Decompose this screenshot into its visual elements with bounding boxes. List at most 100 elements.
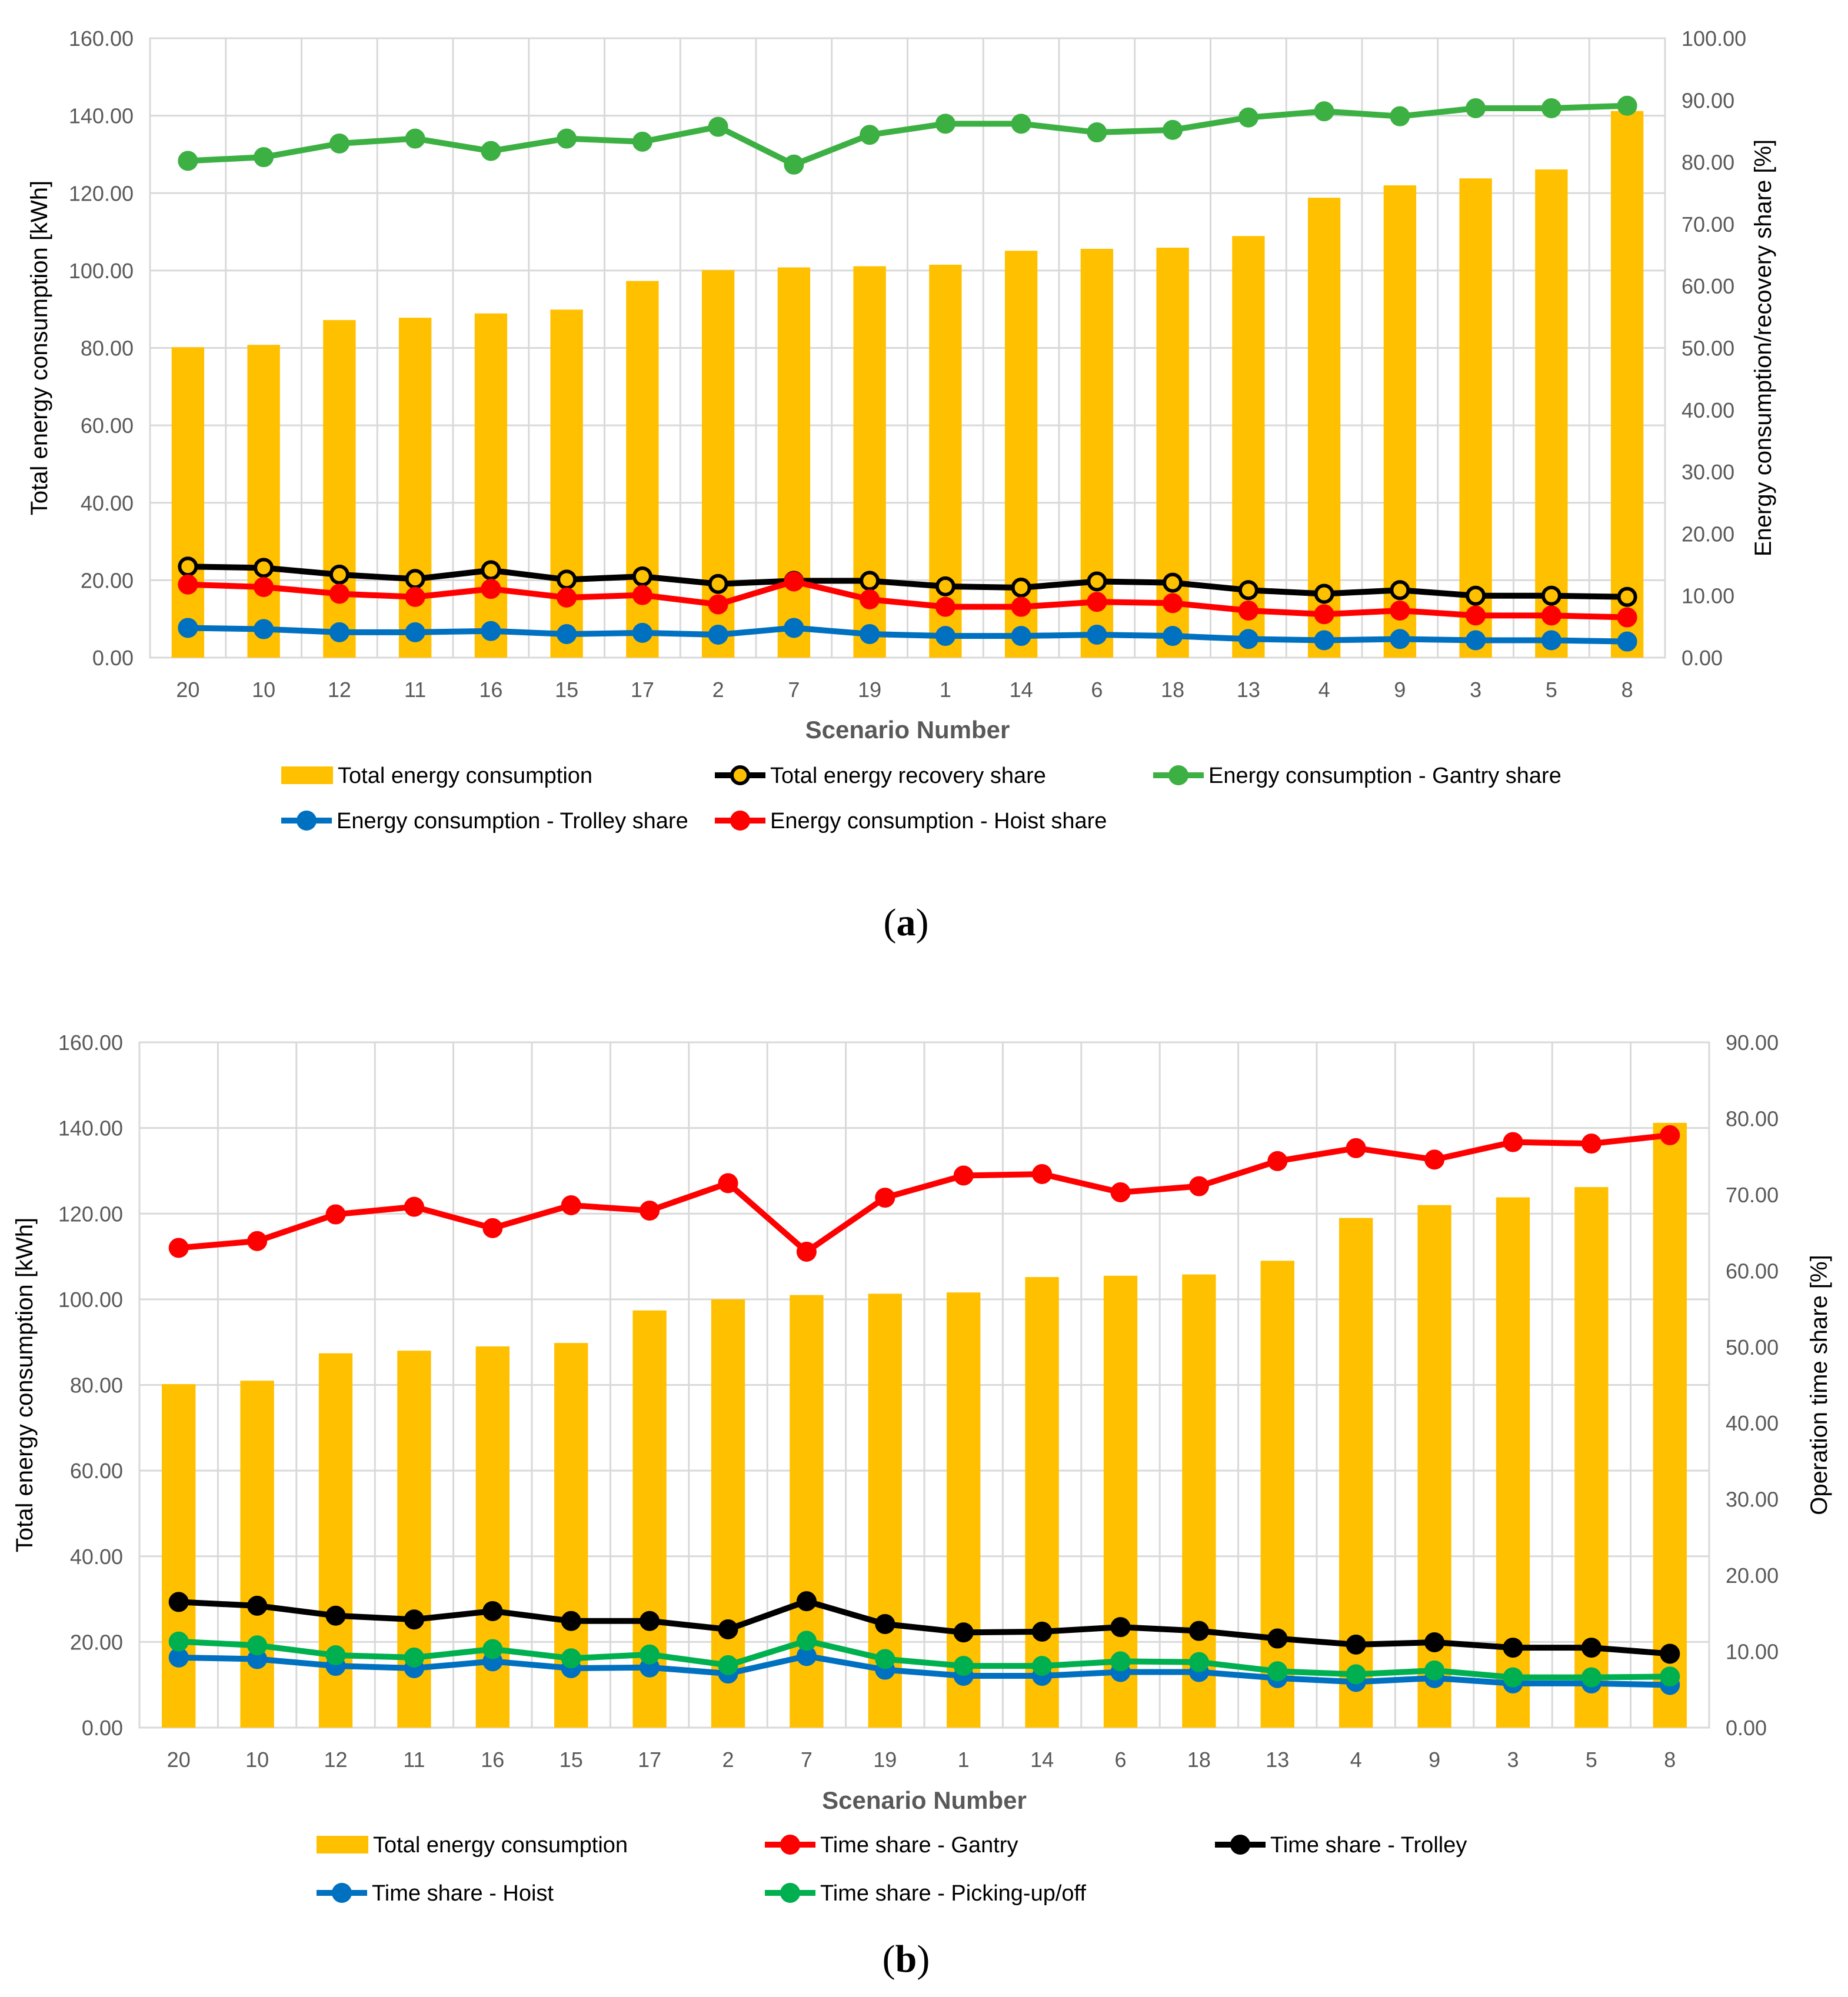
bar [162, 1384, 196, 1728]
x-tick-label: 8 [1664, 1748, 1676, 1772]
series-point [254, 147, 274, 168]
x-tick-label: 5 [1546, 678, 1557, 702]
legend-label: Time share - Trolley [1270, 1833, 1467, 1858]
legend-label: Total energy recovery share [770, 764, 1046, 788]
series-point [1238, 600, 1258, 621]
series-point [1541, 630, 1561, 651]
y2-tick-label: 30.00 [1681, 460, 1734, 484]
series-point [718, 1173, 738, 1193]
x-axis-title: Scenario Number [805, 716, 1010, 744]
x-tick-label: 10 [252, 678, 275, 702]
legend-label: Total energy consumption [338, 764, 592, 788]
x-tick-label: 3 [1470, 678, 1481, 702]
series-point [1163, 593, 1183, 614]
series-point [481, 621, 501, 641]
legend-label: Energy consumption - Gantry share [1208, 764, 1561, 788]
series-line [178, 1653, 1670, 1688]
series-point [1617, 631, 1637, 652]
series-point [1314, 584, 1334, 604]
y-axis-title: Total energy consumption [kWh] [26, 181, 52, 515]
y-tick-label: 120.00 [69, 181, 134, 205]
bar [1653, 1122, 1687, 1728]
x-tick-label: 14 [1030, 1748, 1054, 1772]
series-point [875, 1188, 895, 1208]
x-axis-title: Scenario Number [822, 1786, 1027, 1814]
series-point [247, 1231, 268, 1251]
x-tick-label: 17 [638, 1748, 661, 1772]
series-point [1424, 1660, 1445, 1681]
y-tick-label: 120.00 [58, 1202, 123, 1226]
series-point [1011, 114, 1031, 134]
series-point [1541, 605, 1561, 626]
series-point [325, 1605, 346, 1626]
legend-marker [1230, 1835, 1250, 1855]
series-point [329, 622, 349, 642]
x-tick-label: 15 [555, 678, 578, 702]
x-tick-label: 20 [167, 1748, 191, 1772]
y-axis-title: Total energy consumption [kWh] [12, 1218, 38, 1552]
series-point [482, 1601, 503, 1621]
series-point [1466, 585, 1486, 606]
series-point [875, 1613, 895, 1634]
series-point [1314, 101, 1334, 122]
series-point [1238, 629, 1258, 649]
x-tick-label: 2 [712, 678, 724, 702]
y2-tick-label: 50.00 [1726, 1335, 1779, 1359]
y-tick-label: 40.00 [81, 491, 134, 515]
legend-label: Time share - Picking-up/off [820, 1881, 1086, 1906]
series-point [254, 558, 274, 578]
bar [247, 345, 280, 658]
series-point [329, 584, 349, 604]
bar [1182, 1274, 1216, 1728]
series-point [1188, 1176, 1209, 1196]
legend-marker [1168, 765, 1188, 785]
x-tick-label: 16 [479, 678, 502, 702]
x-tick-label: 8 [1621, 678, 1633, 702]
series-point [1390, 580, 1410, 601]
legend-label: Energy consumption - Hoist share [770, 809, 1107, 834]
bar [323, 320, 356, 658]
series-point [168, 1631, 189, 1652]
series-point [796, 1241, 817, 1262]
series-point [1087, 122, 1107, 143]
series-point [875, 1649, 895, 1669]
bar [240, 1381, 274, 1728]
series-point [405, 622, 425, 642]
x-tick-label: 10 [245, 1748, 269, 1772]
series-line [188, 102, 1627, 168]
bar [1574, 1187, 1609, 1728]
series-point [1503, 1667, 1523, 1688]
series-point [935, 114, 955, 134]
series-point [632, 566, 652, 587]
x-tick-label: 9 [1429, 1748, 1440, 1772]
y-tick-label: 100.00 [58, 1288, 123, 1312]
series-point [404, 1609, 424, 1630]
series-point [1660, 1666, 1680, 1687]
series-line [188, 578, 1627, 621]
series-point [1188, 1621, 1209, 1641]
x-tick-label: 7 [801, 1748, 813, 1772]
y2-tick-label: 30.00 [1726, 1488, 1779, 1512]
legend-label: Energy consumption - Trolley share [337, 809, 688, 834]
bar [777, 267, 811, 658]
series-point [935, 626, 955, 646]
legend-marker [297, 811, 317, 831]
y2-tick-label: 40.00 [1681, 398, 1734, 422]
series-point [860, 571, 880, 591]
x-tick-label: 18 [1187, 1748, 1211, 1772]
series-point [1087, 571, 1107, 592]
series-point [1466, 630, 1486, 651]
y2-tick-label: 90.00 [1681, 88, 1734, 112]
bar [474, 313, 508, 658]
series-line [178, 1598, 1670, 1657]
series-point [404, 1196, 424, 1217]
x-tick-label: 17 [631, 678, 654, 702]
series-point [1424, 1632, 1445, 1653]
series-point [1390, 629, 1410, 649]
y-tick-label: 140.00 [58, 1116, 123, 1141]
x-tick-label: 13 [1237, 678, 1260, 702]
series-point [708, 574, 728, 594]
legend-bar-swatch [317, 1836, 368, 1853]
series-point [1466, 605, 1486, 626]
series-point [935, 596, 955, 617]
